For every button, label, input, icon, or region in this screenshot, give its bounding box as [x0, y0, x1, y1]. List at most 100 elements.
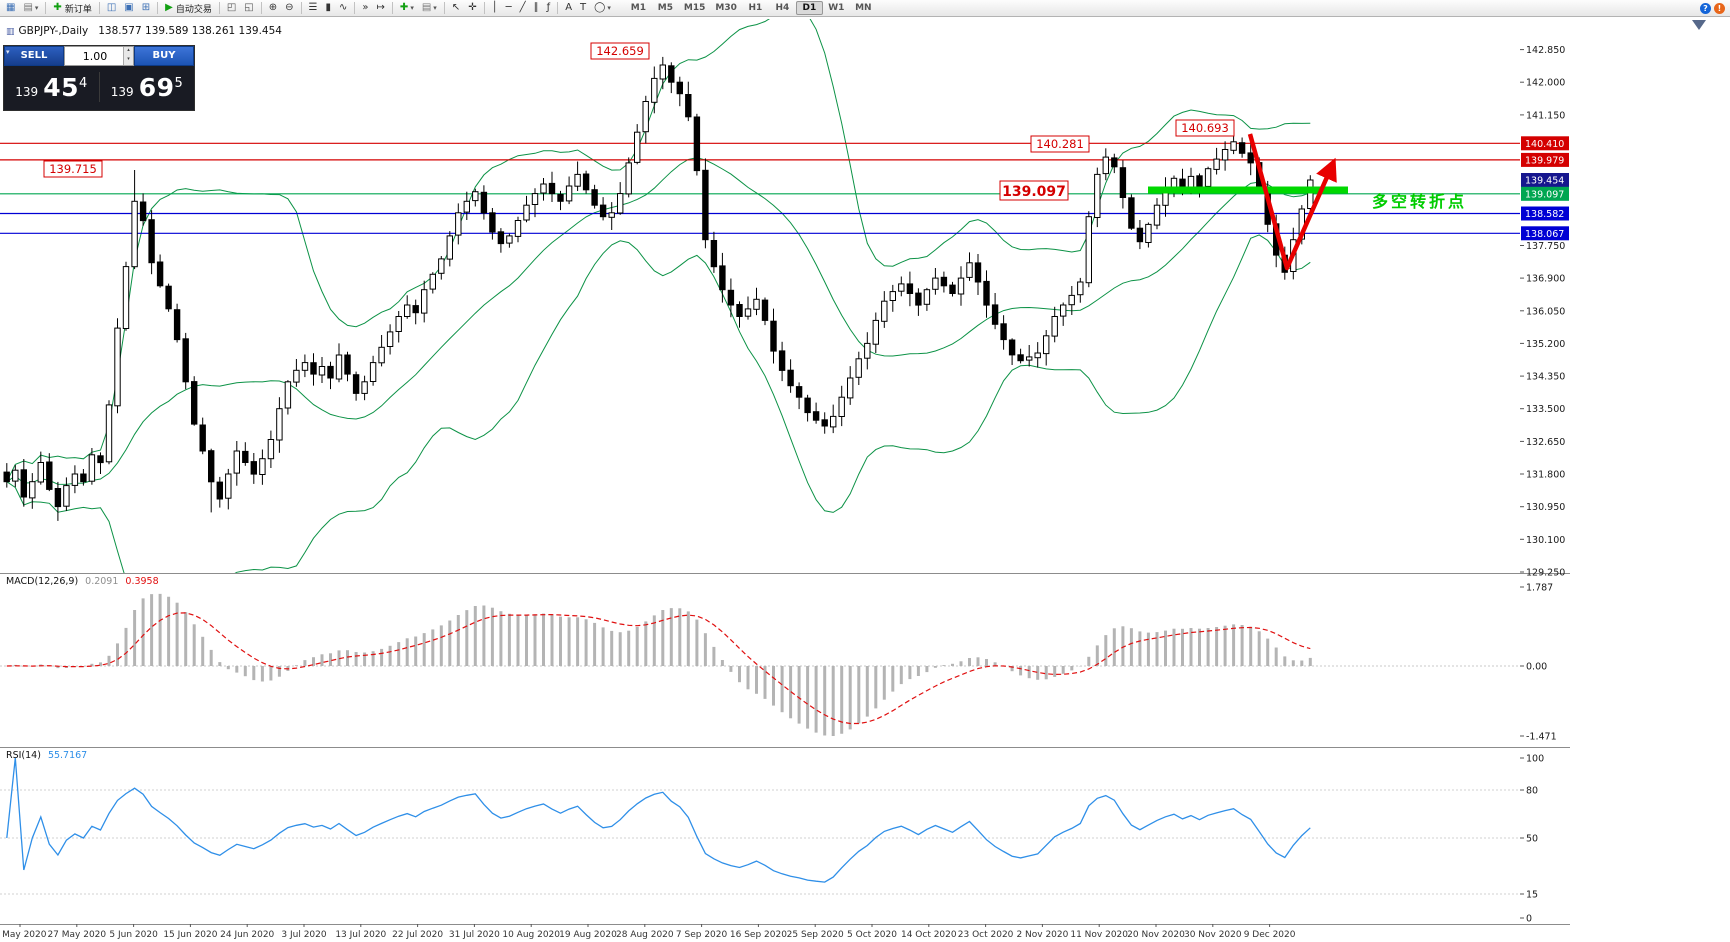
candle [395, 311, 402, 343]
candlestick-mode-button[interactable]: ▮ [322, 0, 336, 16]
buy-price[interactable]: 139 695 [100, 73, 195, 102]
indicators-dropdown-arrow[interactable]: ▾ [410, 4, 414, 12]
candle [898, 276, 905, 297]
new-order-button[interactable]: ✚ 新订单 [49, 0, 95, 16]
price-callout-140.693[interactable]: 140.693 [1175, 119, 1235, 137]
lot-decrease-button[interactable]: ▾ [127, 56, 130, 62]
trend-arrow[interactable] [1247, 133, 1337, 271]
timeframe-d1-button[interactable]: D1 [795, 1, 823, 15]
navigator-button[interactable]: ⊞ [138, 0, 154, 16]
candle [719, 252, 726, 303]
new-chart-icon: ▦ [6, 2, 16, 13]
svg-text:140.410: 140.410 [1525, 139, 1564, 150]
bollinger-middle-line [6, 157, 1311, 485]
bar-chart-mode-button[interactable]: ☰ [305, 0, 322, 16]
crosshair-button[interactable]: ✛ [464, 0, 480, 16]
timeframe-m1-button[interactable]: M1 [630, 3, 646, 13]
candle [463, 191, 471, 220]
text-label-tool-button[interactable]: T [576, 0, 590, 16]
templates-dropdown-arrow[interactable]: ▾ [433, 4, 437, 12]
timeframe-m15-button[interactable]: M15 [683, 3, 706, 13]
candle [46, 453, 53, 492]
timeframe-m30-button[interactable]: M30 [715, 3, 737, 13]
candle [727, 278, 735, 318]
chart-shift-marker[interactable] [1692, 20, 1706, 30]
date-label: 15 Jun 2020 [163, 930, 217, 940]
zoom-in-icon: ⊕ [268, 2, 278, 13]
lot-increase-button[interactable]: ▴ [127, 47, 130, 53]
market-watch-button[interactable]: ◫ [103, 0, 120, 16]
toolbar: ▦ ▤ ▾ ✚ 新订单 ◫ ▣ ⊞ ▶ 自动交易 ◰ ◱ ⊕ ⊖ ☰ ▮ ∿» ↦ ✚ ▾ ▤ ▾ ↖ ✛ │ ─ ╱ ∥ ƒ A T ◯ ▾ … [0, 0, 1730, 17]
candle [974, 254, 982, 295]
price-callout-139.097[interactable]: 139.097 [999, 180, 1069, 201]
new-chart-button[interactable]: ▦ [2, 0, 19, 16]
trendline-button[interactable]: ╱ [516, 0, 530, 16]
chart-shift-button[interactable]: ↦ [373, 0, 389, 16]
price-callout-142.659[interactable]: 142.659 [590, 42, 650, 60]
one-click-collapse-arrow[interactable]: ▾ [6, 48, 10, 56]
autotrading-button[interactable]: ▶ 自动交易 [161, 0, 216, 16]
price-axis-label: 132.650 [1526, 437, 1565, 448]
one-click-prices: 139 454 139 695 [4, 66, 194, 108]
timeframe-h1-button[interactable]: H1 [748, 3, 763, 13]
svg-text:142.659: 142.659 [596, 44, 644, 58]
cn-annotation-text[interactable]: 多空转折点 [1372, 192, 1467, 211]
buy-button[interactable]: BUY [134, 46, 194, 66]
indicators-button[interactable]: ✚ ▾ [396, 0, 418, 16]
timeframe-mn-button[interactable]: MN [855, 3, 872, 13]
zoom-out-button[interactable]: ⊖ [281, 0, 297, 16]
profiles-button[interactable]: ▤ ▾ [19, 0, 42, 16]
timeframe-w1-button[interactable]: W1 [828, 3, 845, 13]
candle [855, 351, 862, 385]
price-callout-139.715[interactable]: 139.715 [43, 160, 103, 178]
sell-price[interactable]: 139 454 [4, 73, 99, 102]
templates-icon: ▤ [421, 2, 432, 13]
data-window-button[interactable]: ▣ [120, 0, 137, 16]
tile-windows-button[interactable]: ◱ [240, 0, 257, 16]
templates-button[interactable]: ▤ ▾ [418, 0, 441, 16]
vertical-line-button[interactable]: │ [488, 0, 502, 16]
candle [293, 359, 300, 387]
new-order-label: 新订单 [64, 4, 92, 15]
community-icon[interactable]: ! [1714, 2, 1725, 14]
cascade-windows-button[interactable]: ◰ [223, 0, 240, 16]
autotrading-icon: ▶ [165, 2, 173, 13]
sell-button[interactable]: SELL [4, 46, 64, 66]
lot-size-field[interactable]: 1.00 ▴ ▾ [64, 46, 134, 66]
candle [582, 170, 590, 194]
candle [847, 366, 854, 405]
candle [1111, 153, 1118, 174]
date-label: 9 Dec 2020 [1244, 930, 1296, 940]
timeframe-h4-button[interactable]: H4 [775, 3, 790, 13]
candle [634, 124, 641, 165]
cursor-button[interactable]: ↖ [448, 0, 464, 16]
candle [182, 332, 189, 390]
date-label: 31 Jul 2020 [449, 930, 500, 940]
chart-canvas[interactable]: 多空转折点 142.659 139.715 140.281 139.097 140.693… [0, 17, 1730, 942]
candlestick-mode-icon: ▮ [325, 2, 332, 13]
candle [1051, 306, 1058, 343]
auto-scroll-button[interactable]: » [358, 0, 372, 16]
candle [1060, 302, 1067, 326]
candle [548, 171, 556, 202]
help-icon[interactable]: ? [1700, 2, 1711, 14]
support-zone-bar[interactable] [1148, 186, 1348, 194]
buy-price-pips: 69 [138, 72, 175, 102]
text-tool-button[interactable]: A [561, 0, 576, 16]
candle [915, 288, 922, 316]
lot-value[interactable]: 1.00 [82, 49, 108, 63]
shapes-button[interactable]: ◯ ▾ [590, 0, 615, 16]
timeframe-m5-button[interactable]: M5 [657, 3, 673, 13]
profiles-dropdown-arrow[interactable]: ▾ [34, 4, 39, 12]
svg-text:139.097: 139.097 [1002, 184, 1066, 200]
cascade-windows-icon: ◰ [226, 2, 237, 13]
shapes-dropdown-arrow[interactable]: ▾ [607, 4, 611, 12]
line-chart-mode-button[interactable]: ∿ [335, 0, 351, 16]
horizontal-line-button[interactable]: ─ [502, 0, 516, 16]
zoom-in-button[interactable]: ⊕ [265, 0, 281, 16]
price-callout-140.281[interactable]: 140.281 [1030, 135, 1090, 153]
equidistant-channel-button[interactable]: ∥ [530, 0, 543, 16]
toolbar-separator [557, 2, 559, 14]
fibonacci-button[interactable]: ƒ [543, 0, 555, 16]
candle [506, 233, 513, 248]
